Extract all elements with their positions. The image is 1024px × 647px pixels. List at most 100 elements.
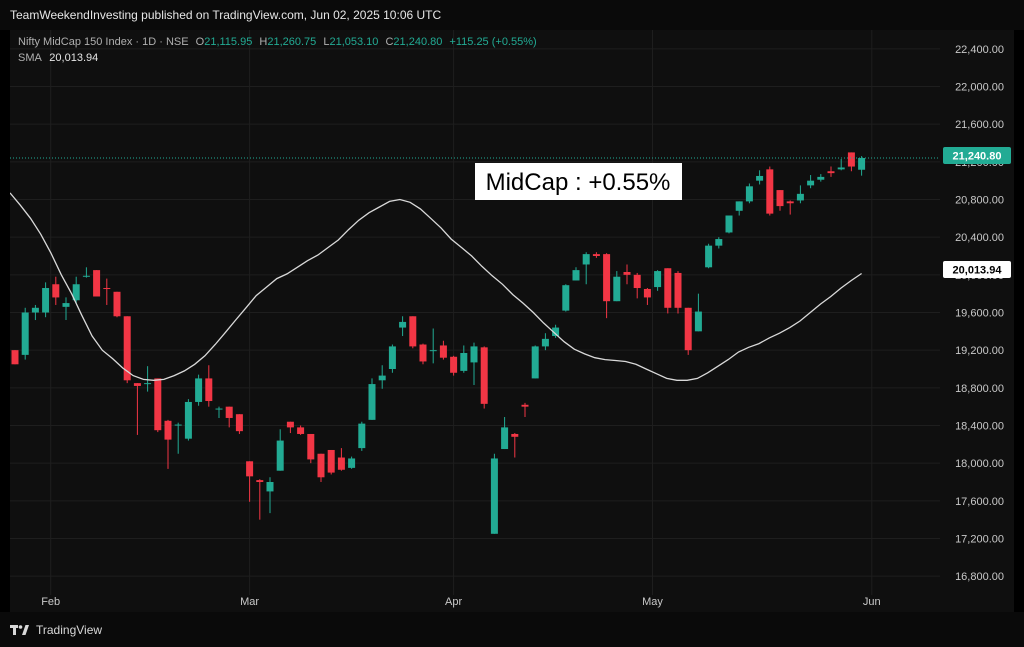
symbol-title: Nifty MidCap 150 Index · 1D · NSE	[18, 36, 189, 48]
chart-panel[interactable]: 22,400.0022,000.0021,600.0021,200.0020,8…	[9, 30, 1014, 612]
candle	[735, 201, 743, 216]
attribution-text: TeamWeekendInvesting published on Tradin…	[10, 8, 442, 22]
candle	[511, 433, 519, 458]
candle-body	[399, 321, 407, 328]
candle	[694, 293, 702, 332]
candle-body	[745, 186, 753, 202]
candle-body	[419, 344, 427, 362]
candle	[807, 175, 815, 189]
candle	[93, 270, 101, 297]
last-price-badge-bg	[943, 147, 1011, 164]
candle	[225, 406, 233, 428]
low-value: 21,053.10	[329, 36, 378, 48]
candle-body	[164, 420, 172, 440]
candle	[450, 355, 458, 376]
change-value: +115.25 (+0.55%)	[449, 36, 536, 48]
candles	[11, 152, 866, 534]
candle	[470, 342, 478, 386]
candle-body	[664, 268, 672, 308]
y-tick-label: 19,200.00	[955, 345, 1004, 357]
candle	[786, 200, 794, 215]
candle	[562, 284, 570, 312]
candle	[144, 366, 152, 392]
candle-body	[358, 423, 366, 449]
candle	[72, 276, 80, 304]
candle-body	[603, 254, 611, 302]
candle-body	[429, 350, 437, 352]
candle	[776, 190, 784, 211]
candle	[11, 350, 19, 365]
annotation-box[interactable]: MidCap : +0.55%	[475, 163, 682, 200]
candle-body	[286, 421, 294, 428]
candle-body	[521, 404, 529, 407]
candle-body	[72, 284, 80, 301]
candle	[837, 159, 845, 171]
candle-body	[11, 350, 19, 365]
y-tick-label: 20,400.00	[955, 232, 1004, 244]
candle	[633, 272, 641, 299]
candle-body	[807, 180, 815, 186]
last-price-label: 21,240.80	[953, 151, 1002, 163]
candle	[317, 453, 325, 482]
y-tick-label: 22,000.00	[955, 82, 1004, 94]
candle	[705, 243, 713, 269]
candle-body	[21, 312, 29, 355]
candle	[215, 406, 223, 418]
candle	[796, 185, 804, 204]
candle	[541, 333, 549, 351]
candle	[164, 419, 172, 469]
y-tick-label: 18,000.00	[955, 458, 1004, 470]
tradingview-logo[interactable]: TradingView	[10, 623, 102, 637]
legend: Nifty MidCap 150 Index · 1D · NSE O21,11…	[18, 36, 537, 64]
candle-body	[246, 461, 254, 477]
candle	[623, 264, 631, 285]
candle-body	[827, 171, 835, 174]
sma-price-badge: 20,013.94	[943, 261, 1011, 278]
candle-body	[725, 215, 733, 233]
y-tick-label: 20,800.00	[955, 195, 1004, 207]
y-tick-label: 21,600.00	[955, 119, 1004, 131]
candle	[654, 270, 662, 291]
candle-body	[735, 201, 743, 211]
candle-body	[31, 307, 39, 313]
candle	[552, 324, 560, 338]
close-label: C	[385, 36, 393, 48]
candle	[521, 402, 529, 418]
candle-body	[235, 414, 243, 432]
candle-body	[582, 254, 590, 265]
candle-body	[297, 427, 305, 434]
sma-legend-value: 20,013.94	[49, 52, 98, 64]
candle	[358, 421, 366, 451]
candle	[429, 328, 437, 364]
candle-body	[552, 327, 560, 337]
candle-body	[195, 378, 203, 402]
grid	[10, 30, 940, 595]
close-value: 21,240.80	[393, 36, 442, 48]
candle-body	[256, 480, 264, 482]
candle	[399, 316, 407, 337]
candle-body	[317, 453, 325, 478]
candle	[490, 453, 498, 534]
candle-body	[439, 345, 447, 358]
candle-body	[93, 270, 101, 297]
x-tick-label: Jun	[863, 596, 881, 608]
candle-body	[705, 245, 713, 268]
candle	[664, 268, 672, 314]
candle	[195, 374, 203, 406]
candle	[62, 297, 70, 321]
x-axis[interactable]: Feb Mar Apr May Jun	[41, 596, 880, 608]
high-label: H	[259, 36, 267, 48]
y-tick-label: 18,400.00	[955, 421, 1004, 433]
candle	[307, 433, 315, 464]
candle-body	[684, 307, 692, 351]
candlestick-chart[interactable]: 22,400.0022,000.0021,600.0021,200.0020,8…	[9, 30, 1014, 612]
candle-body	[42, 288, 50, 313]
candle	[745, 183, 753, 204]
candle-body	[378, 375, 386, 381]
x-tick-label: May	[642, 596, 663, 608]
y-axis[interactable]: 22,400.0022,000.0021,600.0021,200.0020,8…	[955, 44, 1004, 583]
candle-body	[123, 316, 131, 381]
candle	[82, 267, 90, 278]
candle	[42, 282, 50, 318]
candle	[205, 365, 213, 407]
